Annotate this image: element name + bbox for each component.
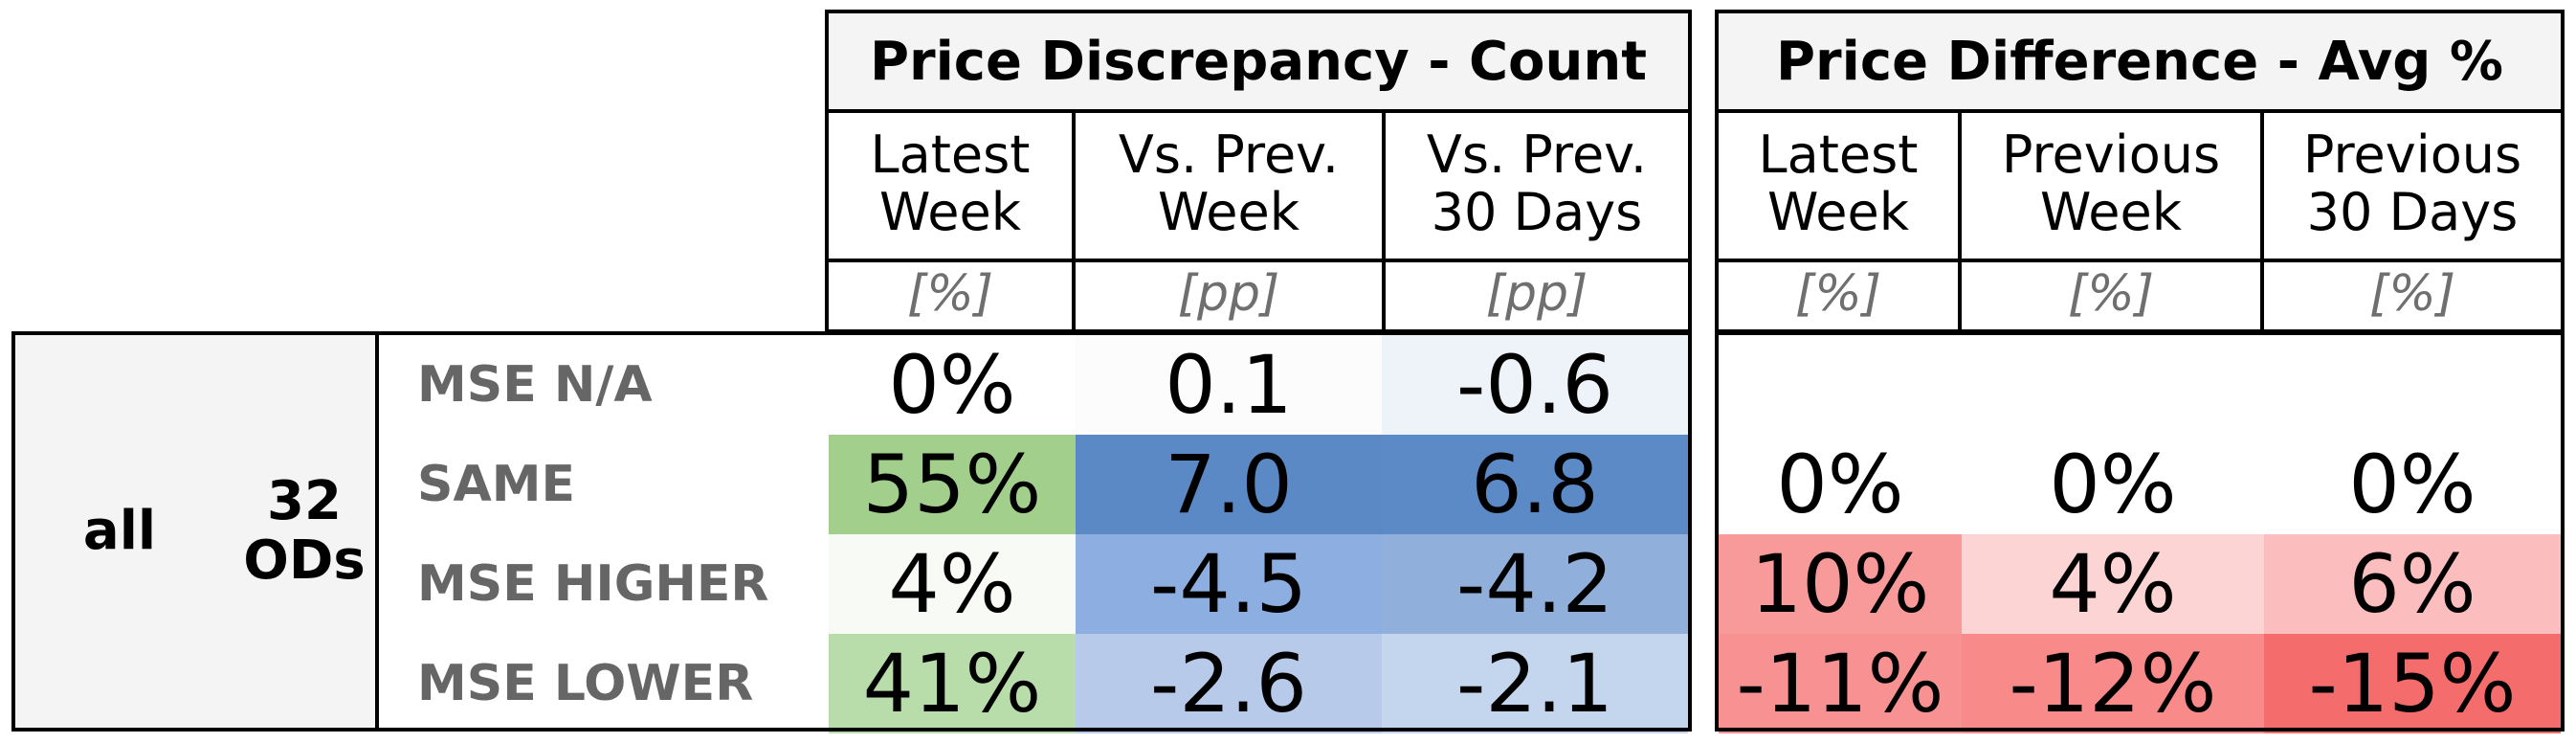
col-header-latest-week: Latest Week: [825, 109, 1076, 262]
unit-vs-prev-week: [pp]: [1072, 259, 1386, 333]
unit-diff-latest-week: [%]: [1715, 259, 1962, 333]
row-label: SAME: [417, 456, 575, 513]
price-discrepancy-count-title: Price Discrepancy - Count: [825, 10, 1692, 113]
price-difference-avg-title: Price Difference - Avg %: [1715, 10, 2565, 113]
diff-cell: 0%: [1962, 435, 2264, 534]
left-body-frame: [11, 331, 1692, 732]
diff-cell: 0%: [2264, 435, 2561, 534]
unit-diff-previous-30-days: [%]: [2260, 259, 2565, 333]
col-header-vs-prev-week: Vs. Prev. Week: [1072, 109, 1386, 262]
diff-cell: [1719, 335, 1962, 435]
diff-cell: 6%: [2264, 534, 2561, 634]
diff-cell: [2264, 335, 2561, 435]
diff-cell: -12%: [1962, 634, 2264, 733]
col-header-diff-previous-30-days: Previous 30 Days: [2260, 109, 2565, 262]
diff-cell: -11%: [1719, 634, 1962, 733]
diff-cell: -15%: [2264, 634, 2561, 733]
count-cell: -2.6: [1076, 634, 1382, 733]
side-divider: [375, 331, 379, 732]
unit-latest-week: [%]: [825, 259, 1076, 333]
diff-cell: [1962, 335, 2264, 435]
row-label: MSE HIGHER: [417, 555, 769, 613]
col-header-vs-prev-30-days: Vs. Prev. 30 Days: [1382, 109, 1692, 262]
count-cell: 55%: [829, 435, 1076, 534]
count-cell: 0.1: [1076, 335, 1382, 435]
count-cell: -4.5: [1076, 534, 1382, 634]
count-cell: 0%: [829, 335, 1076, 435]
unit-vs-prev-30-days: [pp]: [1382, 259, 1692, 333]
right-body-frame: [1715, 331, 2565, 732]
row-label: MSE N/A: [417, 356, 653, 414]
count-cell: 7.0: [1076, 435, 1382, 534]
side-panel-background: [11, 331, 379, 732]
count-cell: 6.8: [1382, 435, 1688, 534]
row-label: MSE LOWER: [417, 655, 754, 712]
col-header-diff-latest-week: Latest Week: [1715, 109, 1962, 262]
segment-label: all: [82, 500, 157, 562]
count-cell: 4%: [829, 534, 1076, 634]
diff-cell: 10%: [1719, 534, 1962, 634]
count-cell: -2.1: [1382, 634, 1688, 733]
count-cell: -0.6: [1382, 335, 1688, 435]
diff-cell: 0%: [1719, 435, 1962, 534]
count-cell: -4.2: [1382, 534, 1688, 634]
diff-cell: 4%: [1962, 534, 2264, 634]
od-count-label: 32 ODs: [243, 470, 366, 592]
col-header-diff-previous-week: Previous Week: [1958, 109, 2264, 262]
count-cell: 41%: [829, 634, 1076, 733]
unit-diff-previous-week: [%]: [1958, 259, 2264, 333]
